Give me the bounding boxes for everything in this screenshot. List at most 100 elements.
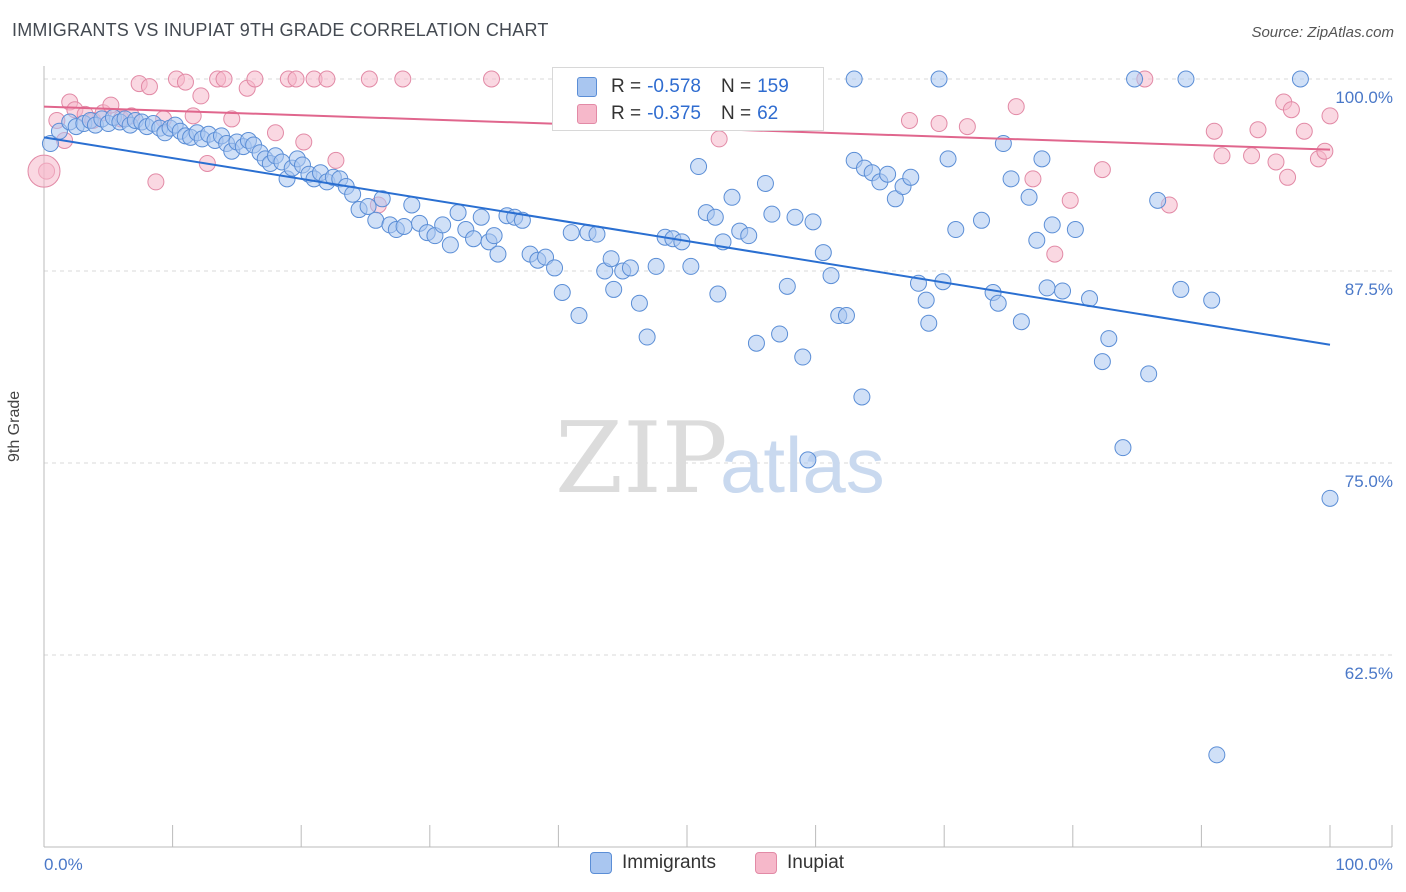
- immigrant-point: [485, 227, 503, 245]
- immigrant-point: [1002, 170, 1020, 188]
- immigrant-point: [1208, 746, 1226, 764]
- immigrant-point: [602, 250, 620, 268]
- immigrant-point: [837, 307, 855, 325]
- immigrant-point: [472, 208, 490, 226]
- immigrant-point: [1033, 150, 1051, 168]
- r-value: -0.375: [647, 103, 701, 124]
- immigrant-point: [682, 257, 700, 275]
- r-value: -0.578: [647, 76, 701, 97]
- immigrant-point: [1066, 221, 1084, 239]
- immigrants-trend-line: [43, 136, 1331, 346]
- legend-item-inupiat[interactable]: Inupiat: [755, 852, 844, 874]
- inupiat-point: [184, 107, 202, 125]
- inupiat-point: [1295, 122, 1313, 140]
- inupiat-point: [1093, 161, 1111, 179]
- immigrant-point: [706, 208, 724, 226]
- inupiat-point: [327, 151, 345, 169]
- immigrant-point: [902, 168, 920, 186]
- immigrant-point: [939, 150, 957, 168]
- immigrant-point: [690, 158, 708, 176]
- inupiat-point: [318, 70, 336, 88]
- inupiat-swatch: [755, 852, 777, 874]
- n-value: 62: [757, 103, 779, 124]
- immigrant-point: [822, 267, 840, 285]
- immigrant-point: [1291, 70, 1309, 88]
- immigrant-point: [605, 280, 623, 298]
- immigrant-point: [1012, 313, 1030, 331]
- immigrant-point: [647, 257, 665, 275]
- immigrant-point: [1126, 70, 1144, 88]
- immigrant-point: [778, 277, 796, 295]
- watermark-zip: ZIP: [555, 402, 728, 516]
- immigrant-point: [1028, 231, 1046, 249]
- immigrant-point: [799, 451, 817, 469]
- inupiat-point: [483, 70, 501, 88]
- inupiat-point: [1213, 147, 1231, 165]
- inupiat-point: [1046, 245, 1064, 263]
- immigrant-point: [786, 208, 804, 226]
- inupiat-point: [958, 118, 976, 136]
- immigrant-point: [630, 294, 648, 312]
- inupiat-point: [1279, 168, 1297, 186]
- immigrant-point: [373, 190, 391, 208]
- immigrant-point: [395, 217, 413, 235]
- immigrant-point: [814, 244, 832, 262]
- immigrant-point: [1020, 188, 1038, 206]
- immigrant-point: [1177, 70, 1195, 88]
- y-tick-label: 100.0%: [1335, 88, 1393, 107]
- immigrant-point: [562, 224, 580, 242]
- inupiat-point-large: [27, 154, 61, 188]
- inupiat-point: [930, 115, 948, 133]
- inupiat-point: [1205, 122, 1223, 140]
- inupiat-point: [1024, 170, 1042, 188]
- immigrant-point: [638, 328, 656, 346]
- n-value: 159: [757, 76, 789, 97]
- immigrant-point: [1054, 282, 1072, 300]
- n-label: N =: [720, 103, 752, 124]
- legend-item-immigrants[interactable]: Immigrants: [590, 852, 716, 874]
- inupiat-point: [1282, 101, 1300, 119]
- x-tick-label: 100.0%: [1335, 855, 1393, 874]
- immigrant-point: [403, 196, 421, 214]
- legend-row-immigrants: R = -0.578 N = 159: [577, 75, 809, 99]
- inupiat-point: [266, 124, 284, 142]
- immigrant-point: [367, 211, 385, 229]
- immigrant-point: [723, 188, 741, 206]
- chart-title: IMMIGRANTS VS INUPIAT 9TH GRADE CORRELAT…: [12, 20, 549, 40]
- immigrant-point: [972, 211, 990, 229]
- immigrant-point: [1093, 353, 1111, 371]
- immigrant-point: [359, 197, 377, 215]
- inupiat-point: [1243, 147, 1261, 165]
- inupiat-point: [1316, 142, 1334, 160]
- immigrant-point: [886, 190, 904, 208]
- inupiat-point: [192, 87, 210, 105]
- inupiat-point: [246, 70, 264, 88]
- immigrant-point: [771, 325, 789, 343]
- immigrant-point: [1172, 280, 1190, 298]
- immigrant-point: [489, 245, 507, 263]
- immigrant-point: [989, 294, 1007, 312]
- immigrant-point: [570, 307, 588, 325]
- x-tick-label: 0.0%: [44, 855, 83, 874]
- immigrant-point: [930, 70, 948, 88]
- inupiat-point: [215, 70, 233, 88]
- immigrant-point: [441, 236, 459, 254]
- immigrant-point: [1100, 330, 1118, 348]
- immigrant-point: [740, 227, 758, 245]
- correlation-legend: R = -0.578 N = 159 R = -0.375 N = 62: [552, 67, 824, 131]
- inupiat-point: [176, 73, 194, 91]
- immigrant-point: [794, 348, 812, 366]
- inupiat-point: [360, 70, 378, 88]
- immigrant-point: [553, 284, 571, 302]
- immigrant-point: [756, 174, 774, 192]
- y-tick-label: 62.5%: [1345, 664, 1393, 683]
- immigrant-point: [845, 70, 863, 88]
- immigrant-point: [546, 259, 564, 277]
- immigrants-swatch: [577, 77, 597, 97]
- immigrant-point: [917, 291, 935, 309]
- inupiat-point: [710, 130, 728, 148]
- immigrant-point: [1149, 191, 1167, 209]
- immigrant-point: [1140, 365, 1158, 383]
- immigrant-point: [747, 334, 765, 352]
